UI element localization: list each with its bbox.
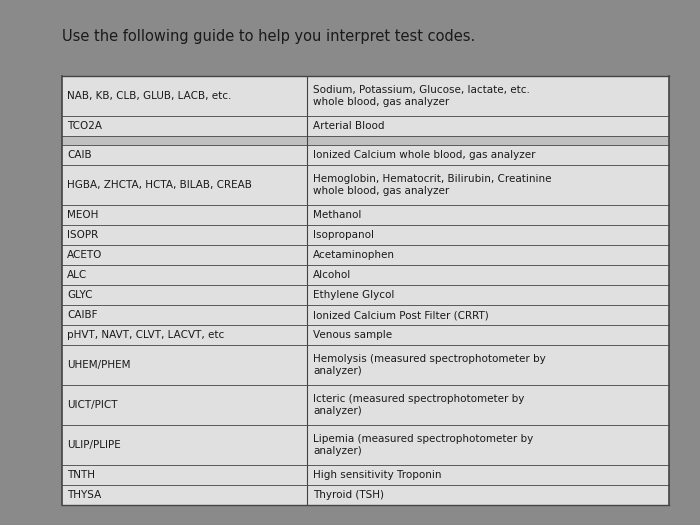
Bar — [62, 76, 668, 505]
Text: Ionized Calcium Post Filter (CRRT): Ionized Calcium Post Filter (CRRT) — [313, 310, 489, 320]
Text: GLYC: GLYC — [67, 290, 92, 300]
Text: pHVT, NAVT, CLVT, LACVT, etc: pHVT, NAVT, CLVT, LACVT, etc — [67, 330, 225, 340]
Text: Hemoglobin, Hematocrit, Bilirubin, Creatinine
whole blood, gas analyzer: Hemoglobin, Hematocrit, Bilirubin, Creat… — [313, 174, 552, 196]
Bar — [62, 136, 668, 145]
Text: Hemolysis (measured spectrophotometer by
analyzer): Hemolysis (measured spectrophotometer by… — [313, 354, 546, 376]
Text: CAIBF: CAIBF — [67, 310, 98, 320]
Text: Acetaminophen: Acetaminophen — [313, 250, 395, 260]
Bar — [62, 265, 668, 285]
Text: THYSA: THYSA — [67, 490, 102, 500]
Text: High sensitivity Troponin: High sensitivity Troponin — [313, 470, 442, 480]
Text: ISOPR: ISOPR — [67, 230, 99, 240]
Bar — [62, 425, 668, 465]
Text: Alcohol: Alcohol — [313, 270, 351, 280]
Bar — [62, 76, 668, 116]
Bar — [62, 145, 668, 165]
Text: HGBA, ZHCTA, HCTA, BILAB, CREAB: HGBA, ZHCTA, HCTA, BILAB, CREAB — [67, 180, 252, 190]
Bar — [62, 205, 668, 225]
Bar — [62, 305, 668, 325]
Text: Lipemia (measured spectrophotometer by
analyzer): Lipemia (measured spectrophotometer by a… — [313, 434, 533, 456]
Text: MEOH: MEOH — [67, 210, 99, 220]
Bar — [62, 165, 668, 205]
Bar — [62, 485, 668, 505]
Text: Use the following guide to help you interpret test codes.: Use the following guide to help you inte… — [62, 29, 475, 44]
Bar — [62, 225, 668, 245]
Text: TNTH: TNTH — [67, 470, 95, 480]
Text: NAB, KB, CLB, GLUB, LACB, etc.: NAB, KB, CLB, GLUB, LACB, etc. — [67, 91, 232, 101]
Text: ACETO: ACETO — [67, 250, 103, 260]
Bar — [62, 385, 668, 425]
Bar — [62, 465, 668, 485]
Text: UICT/PICT: UICT/PICT — [67, 400, 118, 410]
Text: Thyroid (TSH): Thyroid (TSH) — [313, 490, 384, 500]
Text: Ethylene Glycol: Ethylene Glycol — [313, 290, 394, 300]
Text: UHEM/PHEM: UHEM/PHEM — [67, 360, 131, 370]
Text: Icteric (measured spectrophotometer by
analyzer): Icteric (measured spectrophotometer by a… — [313, 394, 524, 416]
Text: ULIP/PLIPE: ULIP/PLIPE — [67, 440, 121, 450]
Text: Venous sample: Venous sample — [313, 330, 392, 340]
Bar — [62, 285, 668, 305]
Text: Arterial Blood: Arterial Blood — [313, 121, 384, 131]
Text: TCO2A: TCO2A — [67, 121, 102, 131]
Text: Isopropanol: Isopropanol — [313, 230, 374, 240]
Text: ALC: ALC — [67, 270, 88, 280]
Text: CAIB: CAIB — [67, 150, 92, 160]
Text: Sodium, Potassium, Glucose, lactate, etc.
whole blood, gas analyzer: Sodium, Potassium, Glucose, lactate, etc… — [313, 86, 530, 107]
Text: Ionized Calcium whole blood, gas analyzer: Ionized Calcium whole blood, gas analyze… — [313, 150, 536, 160]
Bar — [62, 245, 668, 265]
Bar — [62, 116, 668, 136]
Text: Methanol: Methanol — [313, 210, 361, 220]
Bar — [62, 325, 668, 345]
Bar — [62, 345, 668, 385]
